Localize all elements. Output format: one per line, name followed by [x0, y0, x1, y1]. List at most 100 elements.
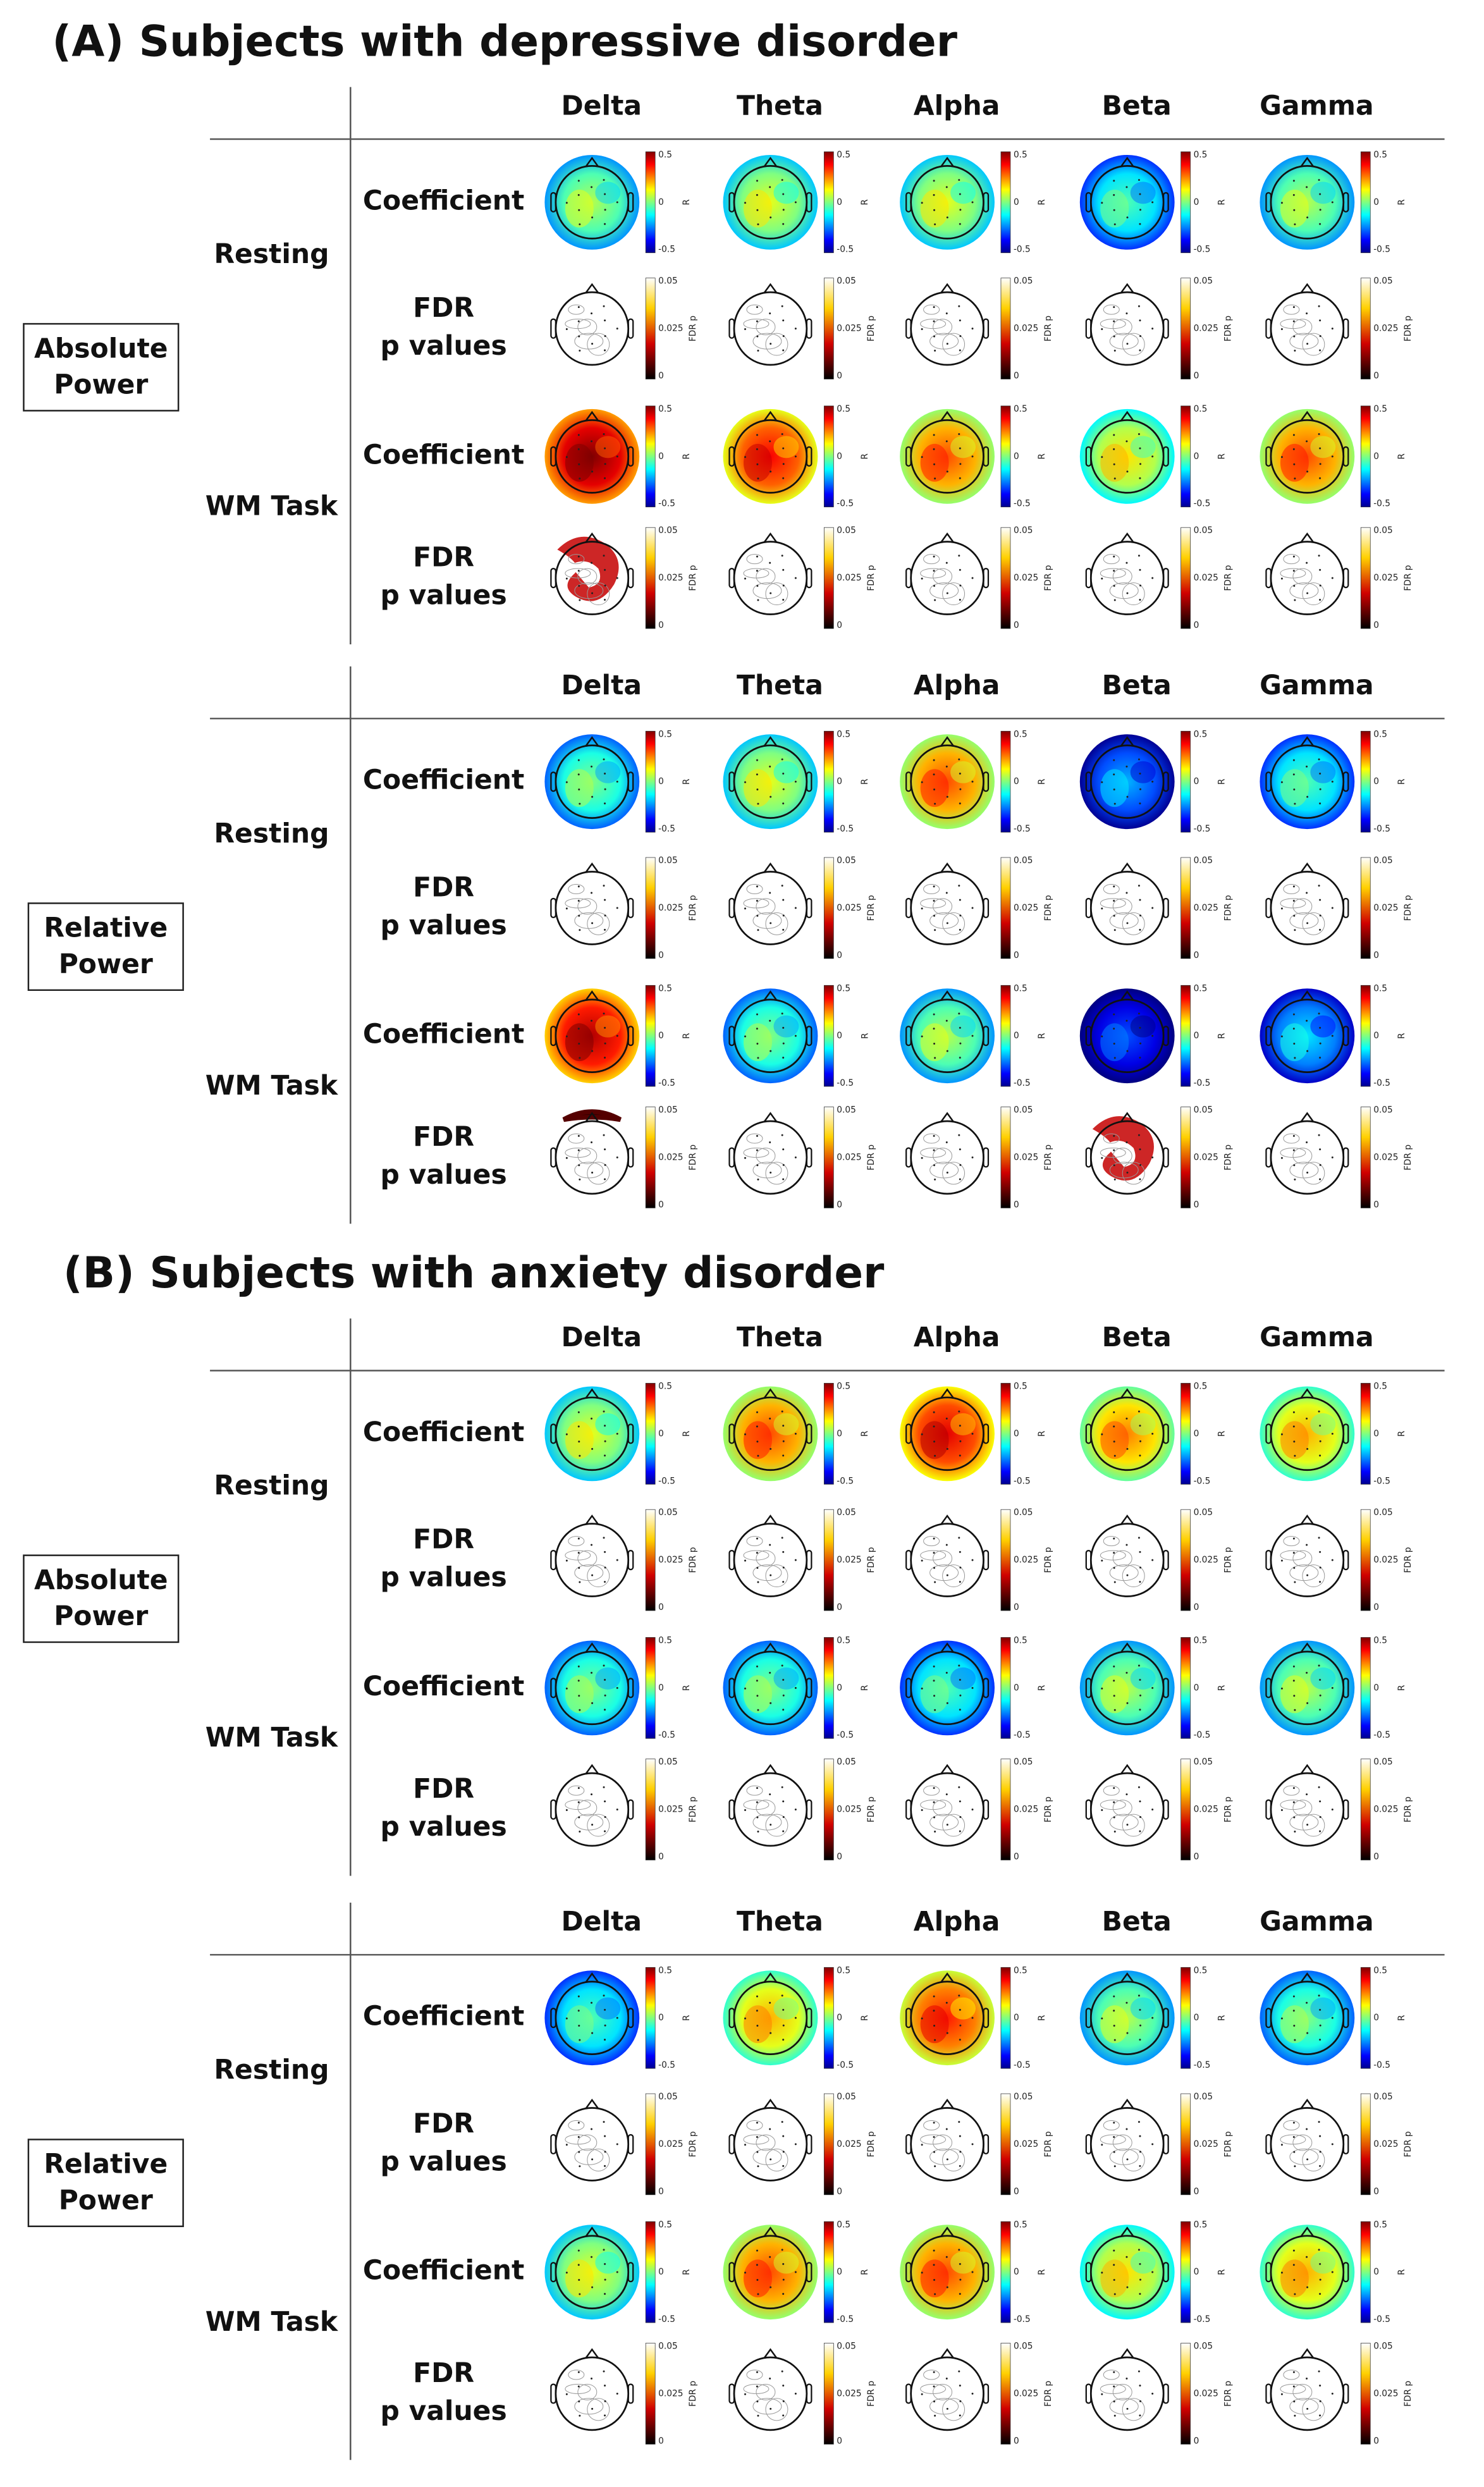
- colorbar-tick-label: 0: [1194, 1200, 1199, 1210]
- right-ear: [1163, 1147, 1169, 1168]
- topomap-patch: [565, 2259, 594, 2298]
- electrode: [1139, 1816, 1142, 1819]
- electrode: [616, 2017, 618, 2019]
- colorbar-tick-label: 0.5: [658, 150, 672, 160]
- electrode: [616, 2392, 618, 2395]
- right-ear: [1163, 1550, 1169, 1571]
- electrode: [971, 577, 974, 579]
- topomap-patch: [950, 1667, 976, 1690]
- topomap-fill: [900, 1110, 995, 1205]
- colorbar-tick-label: 0.5: [1194, 150, 1208, 160]
- electrode: [1318, 1537, 1320, 1539]
- left-ear: [1265, 2134, 1272, 2155]
- electrode: [933, 1816, 936, 1819]
- colorbar: [645, 1509, 656, 1611]
- colorbar-label: R: [1037, 1685, 1047, 1691]
- contour: [1122, 1162, 1145, 1185]
- electrode: [1292, 1552, 1295, 1554]
- colorbar-tick-label: 0: [1194, 950, 1199, 961]
- topomap-patch: [1100, 1421, 1129, 1459]
- colorbar: [1180, 1759, 1191, 1860]
- electrode: [1294, 1454, 1296, 1457]
- electrode: [959, 788, 962, 790]
- fdr-topomap: [1260, 1513, 1355, 1608]
- electrode: [945, 2256, 948, 2258]
- electrode: [1139, 223, 1141, 225]
- electrode: [1318, 1786, 1320, 1788]
- electrode: [756, 1028, 758, 1030]
- topomap-fill: [1260, 281, 1355, 376]
- coefficient-topomap: [1079, 408, 1175, 504]
- electrode: [971, 455, 974, 458]
- contour: [1289, 1814, 1319, 1831]
- colorbar-tick-label: 0.025: [1194, 573, 1218, 583]
- electrode: [945, 2001, 948, 2004]
- electrode: [782, 2293, 785, 2295]
- electrode: [958, 1134, 960, 1136]
- colorbar-tick-label: -0.5: [658, 1476, 675, 1486]
- electrode: [1306, 2407, 1309, 2410]
- electrode: [1151, 577, 1154, 579]
- colorbar-tick-label: 0.5: [1014, 404, 1027, 414]
- colorbar: [1180, 730, 1191, 833]
- electrode: [1113, 929, 1116, 931]
- electrode: [921, 1687, 923, 1690]
- right-ear: [627, 1147, 634, 1168]
- colorbar-label: R: [682, 2015, 692, 2021]
- contour: [765, 1162, 788, 1185]
- coefficient-topomap: [1079, 1640, 1175, 1736]
- nose: [585, 1112, 599, 1122]
- electrode: [565, 907, 568, 910]
- contour: [1109, 2398, 1139, 2415]
- colorbar-tick-label: 0.025: [1194, 1805, 1218, 1815]
- electrode: [933, 1552, 935, 1554]
- electrode: [604, 2414, 606, 2417]
- electrode: [781, 179, 783, 181]
- condition-label: Resting: [214, 1471, 329, 1502]
- electrode: [933, 448, 935, 450]
- nose: [585, 283, 599, 294]
- electrode: [577, 1028, 580, 1030]
- colorbar-tick-label: 0.5: [1373, 1635, 1387, 1645]
- colorbar-tick-label: -0.5: [837, 1078, 854, 1088]
- row-label: FDR: [413, 2358, 474, 2389]
- electrode: [591, 892, 593, 894]
- topomap-fill: [1079, 861, 1175, 955]
- left-ear: [550, 2008, 557, 2029]
- electrode: [756, 2025, 759, 2027]
- nose: [585, 990, 599, 1001]
- left-ear: [1085, 897, 1092, 919]
- contour: [1103, 1785, 1120, 1796]
- electrode: [591, 312, 593, 315]
- electrode: [604, 335, 606, 338]
- electrode: [769, 1019, 771, 1022]
- electrode: [959, 899, 961, 901]
- electrode: [1113, 555, 1115, 558]
- coefficient-topomap: [1079, 1386, 1175, 1482]
- colorbar: [1360, 278, 1371, 379]
- electrode: [1294, 2293, 1296, 2295]
- electrode: [945, 1544, 948, 1546]
- colorbar-tick-label: 0.5: [1014, 1635, 1027, 1645]
- colorbar-tick-label: 0.5: [1194, 1635, 1208, 1645]
- electrode: [1318, 1012, 1320, 1015]
- colorbar: [1000, 151, 1011, 254]
- left-ear: [1085, 1423, 1092, 1444]
- colorbar-tick-label: 0.5: [837, 729, 850, 739]
- coefficient-topomap: [1260, 408, 1355, 504]
- electrode: [756, 335, 759, 338]
- contour: [1302, 2398, 1325, 2421]
- contour: [565, 319, 591, 329]
- colorbar-tick-label: -0.5: [1373, 2314, 1390, 2324]
- right-ear: [806, 2262, 813, 2283]
- colorbar-tick-label: 0.5: [1194, 1381, 1208, 1391]
- colorbar-tick-label: 0.5: [1373, 1965, 1387, 1975]
- contour: [587, 1814, 610, 1837]
- colorbar-label: R: [1397, 199, 1407, 206]
- colorbar-tick-label: 0: [658, 1683, 664, 1693]
- colorbar-label: FDR p: [1223, 2131, 1234, 2157]
- contour: [587, 582, 610, 606]
- colorbar-label: R: [1037, 2269, 1047, 2275]
- left-ear: [905, 1026, 912, 1047]
- contour: [1103, 2120, 1120, 2130]
